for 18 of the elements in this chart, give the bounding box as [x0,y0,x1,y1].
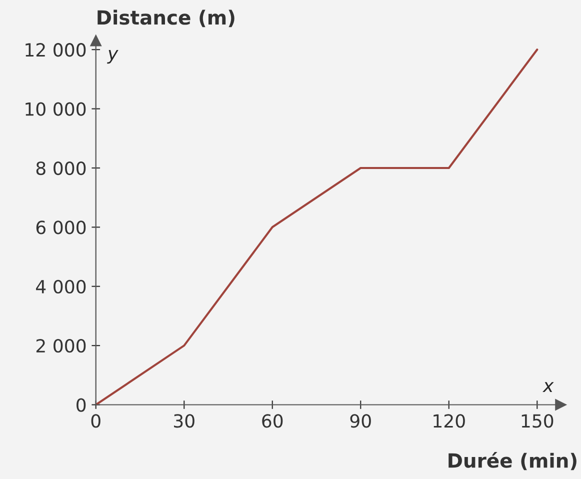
x-tick-label: 0 [91,414,100,428]
y-tick-label: 6 000 [36,220,86,234]
x-tick-label: 60 [262,414,283,428]
y-tick-label: 2 000 [36,339,86,353]
y-tick-label: 0 [76,398,86,412]
x-tick-label: 90 [350,414,371,428]
x-tick-label: 120 [434,414,465,428]
y-tick-label: 12 000 [26,43,86,57]
y-tick-label: 4 000 [36,280,86,294]
x-tick-label: 30 [174,414,194,428]
y-tick-label: 8 000 [36,161,86,176]
y-tick-label: 10 000 [26,102,86,116]
y-axis-title: Distance (m) [98,10,234,28]
x-tick-label: 150 [522,414,554,428]
x-axis-title: Durée (min) [448,452,576,470]
annotation: x [542,382,554,392]
annotation: y [107,50,118,64]
line-series [96,48,538,405]
